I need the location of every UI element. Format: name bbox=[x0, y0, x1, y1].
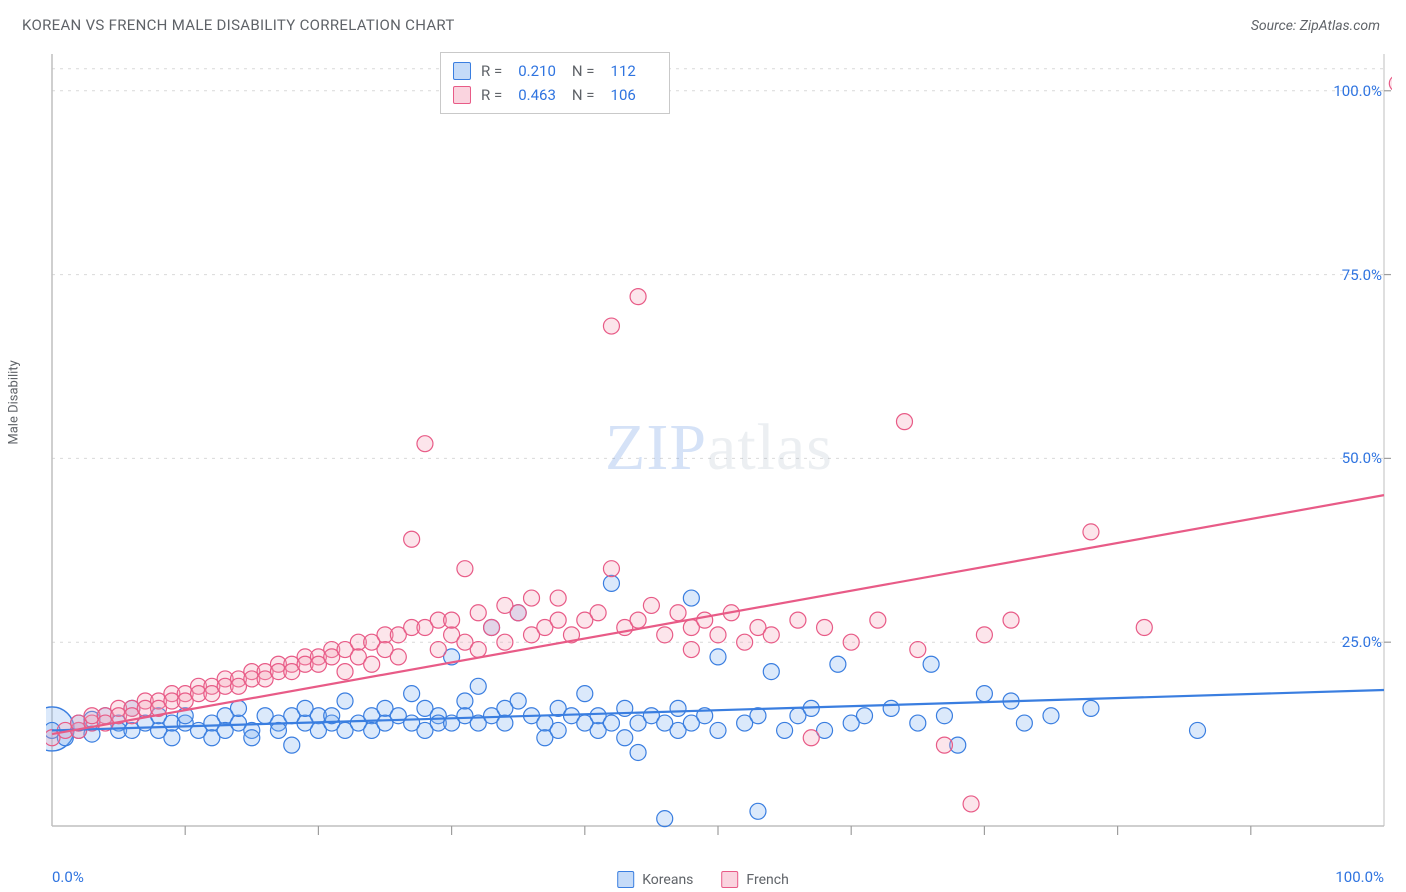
source-attribution: Source: ZipAtlas.com bbox=[1251, 18, 1380, 34]
y-tick-label: 25.0% bbox=[1342, 633, 1382, 651]
legend-n-koreans: 112 bbox=[605, 59, 653, 83]
chart-area: Male Disability ZIPatlas bbox=[46, 46, 1392, 862]
legend-row-french: R = 0.463 N = 106 bbox=[453, 83, 653, 107]
legend-item-french: French bbox=[721, 871, 788, 888]
legend-row-koreans: R = 0.210 N = 112 bbox=[453, 59, 653, 83]
chart-header: KOREAN VS FRENCH MALE DISABILITY CORRELA… bbox=[0, 0, 1406, 42]
legend-r-label-2: R = bbox=[481, 83, 502, 107]
legend-r-koreans: 0.210 bbox=[512, 59, 562, 83]
legend-item-koreans: Koreans bbox=[617, 871, 693, 888]
legend-n-label: N = bbox=[572, 59, 595, 83]
legend-swatch-french bbox=[453, 86, 471, 104]
legend-r-label: R = bbox=[481, 59, 502, 83]
legend-text-koreans: Koreans bbox=[642, 872, 693, 888]
legend-text-french: French bbox=[746, 872, 788, 888]
chart-title: KOREAN VS FRENCH MALE DISABILITY CORRELA… bbox=[22, 16, 455, 34]
legend-r-french: 0.463 bbox=[512, 83, 562, 107]
legend-swatch-koreans bbox=[453, 62, 471, 80]
y-tick-label: 75.0% bbox=[1342, 266, 1382, 284]
y-tick-label: 50.0% bbox=[1342, 449, 1382, 467]
x-axis-max-label: 100.0% bbox=[1335, 868, 1384, 886]
y-axis-label: Male Disability bbox=[7, 360, 22, 444]
legend-n-label-2: N = bbox=[572, 83, 595, 107]
x-axis-min-label: 0.0% bbox=[52, 868, 84, 886]
legend-n-french: 106 bbox=[605, 83, 653, 107]
series-legend: Koreans French bbox=[617, 871, 789, 888]
scatter-plot bbox=[46, 46, 1392, 862]
y-tick-label: 100.0% bbox=[1333, 82, 1382, 100]
legend-sq-koreans bbox=[617, 871, 634, 888]
correlation-legend: R = 0.210 N = 112 R = 0.463 N = 106 bbox=[440, 52, 670, 114]
legend-sq-french bbox=[721, 871, 738, 888]
